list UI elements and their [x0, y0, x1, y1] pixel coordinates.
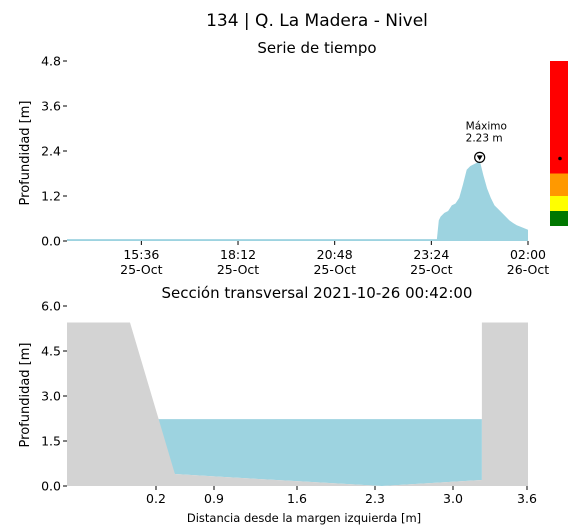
threshold-segment — [550, 196, 568, 211]
x-tick-label: 15:36 — [123, 247, 159, 262]
time-series-x-ticks: 15:3625-Oct18:1225-Oct20:4825-Oct23:2425… — [120, 241, 549, 277]
y-tick-label: 3.0 — [41, 389, 61, 404]
y-tick-label: 0.0 — [41, 479, 61, 494]
y-tick-label: 4.5 — [41, 344, 61, 359]
threshold-segment — [550, 211, 568, 226]
bed-profile — [67, 322, 528, 486]
y-tick-label: 2.4 — [41, 144, 61, 159]
page-title: 134 | Q. La Madera - Nivel — [206, 11, 428, 31]
x-tick-date: 26-Oct — [507, 262, 549, 277]
y-tick-label: 4.8 — [41, 54, 61, 69]
time-series-ylabel: Profundidad [m] — [18, 101, 33, 206]
y-tick-label: 6.0 — [41, 299, 61, 314]
x-tick-label: 3.0 — [443, 491, 463, 506]
cross-section-x-ticks: 0.2 0.9 1.6 2.3 3.0 3.6 — [146, 486, 537, 506]
x-tick-label: 0.2 — [146, 491, 166, 506]
x-tick-label: 20:48 — [317, 247, 353, 262]
y-tick-label: 3.6 — [41, 99, 61, 114]
y-tick-label: 1.5 — [41, 434, 61, 449]
cross-section-xlabel: Distancia desde la margen izquierda [m] — [187, 511, 421, 525]
x-tick-date: 25-Oct — [217, 262, 259, 277]
x-tick-label: 1.6 — [287, 491, 307, 506]
y-tick-label: 1.2 — [41, 189, 61, 204]
threshold-bar — [550, 61, 568, 226]
cross-section-title: Sección transversal 2021-10-26 00:42:00 — [162, 284, 473, 302]
current-level-dot — [558, 156, 562, 161]
threshold-segment — [550, 173, 568, 196]
x-tick-date: 25-Oct — [410, 262, 452, 277]
x-tick-label: 3.6 — [517, 491, 537, 506]
threshold-segment — [550, 61, 568, 174]
x-tick-date: 25-Oct — [313, 262, 355, 277]
x-tick-label: 02:00 — [510, 247, 546, 262]
x-tick-label: 2.3 — [365, 491, 385, 506]
time-series-title: Serie de tiempo — [257, 39, 376, 57]
time-series-area — [67, 160, 528, 241]
time-series-y-ticks: 0.0 1.2 2.4 3.6 4.8 — [41, 54, 67, 249]
maximum-annotation: Máximo 2.23 m — [466, 120, 507, 163]
water-area — [136, 419, 482, 486]
y-tick-label: 0.0 — [41, 234, 61, 249]
x-tick-date: 25-Oct — [120, 262, 162, 277]
time-series-chart: Serie de tiempo Profundidad [m] 0.0 1.2 2.… — [18, 39, 568, 277]
cross-section-y-ticks: 0.0 1.5 3.0 4.5 6.0 — [41, 299, 67, 494]
x-tick-label: 18:12 — [220, 247, 256, 262]
maximum-label: Máximo — [466, 120, 507, 132]
x-tick-label: 0.9 — [204, 491, 224, 506]
cross-section-ylabel: Profundidad [m] — [18, 343, 33, 448]
maximum-arrow-icon — [476, 155, 483, 161]
cross-section-chart: Sección transversal 2021-10-26 00:42:00 … — [18, 284, 537, 525]
maximum-value: 2.23 m — [466, 132, 503, 144]
x-tick-label: 23:24 — [413, 247, 449, 262]
